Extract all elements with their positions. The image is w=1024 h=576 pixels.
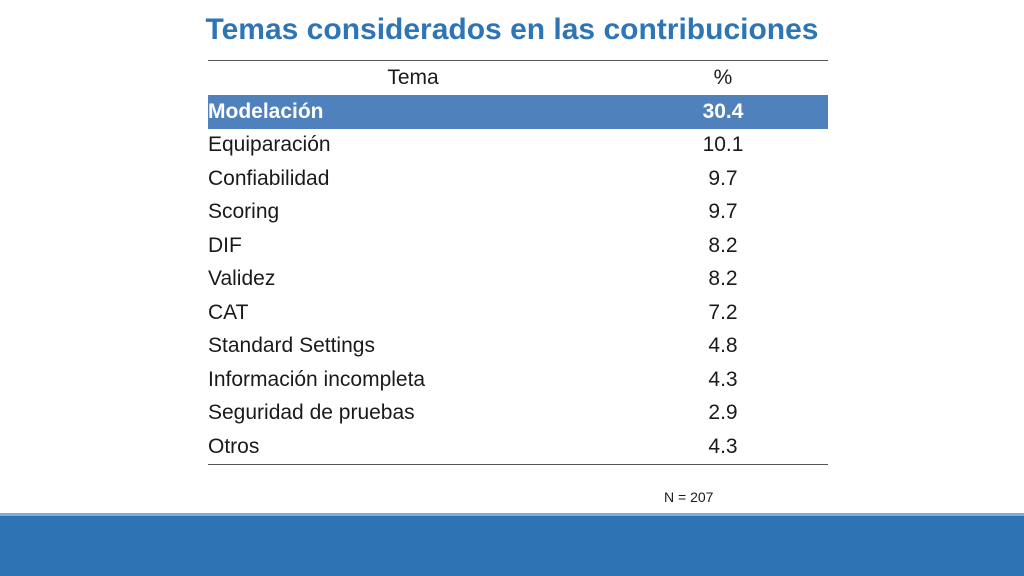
table-header-row: Tema %	[208, 61, 828, 95]
cell-tema: Información incompleta	[208, 367, 426, 391]
slide-title: Temas considerados en las contribuciones	[205, 13, 819, 46]
cell-tema: CAT	[208, 300, 249, 324]
cell-percent: 4.8	[708, 334, 738, 358]
table-row: Confiabilidad 9.7	[208, 162, 828, 196]
cell-percent: 4.3	[708, 434, 738, 458]
cell-percent: 30.4	[702, 99, 744, 123]
table-row: Scoring 9.7	[208, 196, 828, 230]
topics-table: Tema % Modelación 30.4 Equiparación 10.1…	[208, 60, 828, 465]
cell-tema: Standard Settings	[208, 334, 375, 358]
sample-size-note: N = 207	[664, 489, 714, 505]
cell-percent: 9.7	[708, 200, 738, 224]
cell-percent: 10.1	[702, 133, 744, 157]
table-row: Seguridad de pruebas 2.9	[208, 397, 828, 431]
cell-tema: Confiabilidad	[208, 166, 330, 190]
table-row: Standard Settings 4.8	[208, 330, 828, 364]
footer-bar	[0, 516, 1024, 576]
cell-tema: Validez	[208, 267, 276, 291]
cell-percent: 2.9	[708, 401, 738, 425]
table-row: Validez 8.2	[208, 263, 828, 297]
table-row: Modelación 30.4	[208, 95, 828, 129]
cell-tema: Equiparación	[208, 133, 331, 157]
cell-percent: 4.3	[708, 367, 738, 391]
cell-percent: 8.2	[708, 267, 738, 291]
cell-percent: 8.2	[708, 233, 738, 257]
table-row: DIF 8.2	[208, 229, 828, 263]
cell-tema: Otros	[208, 434, 260, 458]
table-row: CAT 7.2	[208, 296, 828, 330]
footer-accent-line	[0, 513, 1024, 516]
table-row: Equiparación 10.1	[208, 129, 828, 163]
cell-tema: Scoring	[208, 200, 280, 224]
header-percent: %	[713, 66, 733, 89]
header-tema: Tema	[387, 66, 439, 89]
table-row: Información incompleta 4.3	[208, 363, 828, 397]
cell-tema: DIF	[208, 233, 242, 257]
cell-tema: Modelación	[208, 99, 324, 123]
cell-percent: 9.7	[708, 166, 738, 190]
table-row: Otros 4.3	[208, 430, 828, 464]
cell-percent: 7.2	[708, 300, 738, 324]
cell-tema: Seguridad de pruebas	[208, 401, 415, 425]
